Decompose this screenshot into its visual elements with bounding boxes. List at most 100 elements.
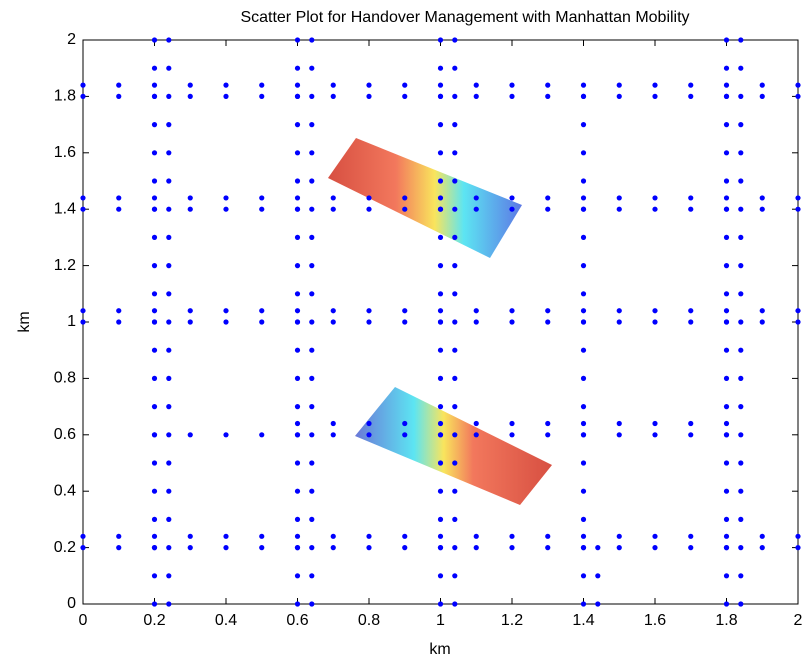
point [294,178,301,184]
point [309,545,315,551]
point [759,195,765,201]
point [116,533,122,539]
point [151,178,158,184]
point [330,319,336,325]
x-tick-label: 0.8 [358,612,380,629]
point [795,195,801,201]
point [738,122,744,128]
point [545,195,551,201]
point [452,460,458,466]
point [166,234,172,240]
point [452,65,458,71]
point [509,533,515,539]
point [309,234,315,240]
point [187,93,193,99]
point [437,291,444,297]
point [473,93,479,99]
point [437,82,444,88]
point [309,263,315,269]
point [723,420,730,427]
point [151,488,158,494]
point [402,533,408,539]
point [309,206,315,212]
point [166,319,172,325]
point [723,319,730,325]
x-tick-label: 1.2 [501,612,523,629]
point [688,93,694,99]
x-tick-label: 1.8 [715,612,737,629]
point [166,404,172,410]
y-tick-label: 1 [67,313,76,330]
point [166,601,172,607]
point [80,93,86,99]
point [738,545,744,551]
point [452,573,458,579]
point [509,432,515,438]
point [366,308,372,314]
point [166,37,172,43]
point [452,347,458,353]
point [294,404,301,410]
point [80,195,86,201]
point [309,601,315,607]
point [366,195,372,201]
point [688,319,694,325]
point [80,308,86,314]
point [723,82,730,88]
point [116,82,122,88]
point [151,573,158,579]
point [437,122,444,128]
y-tick-label: 1.4 [54,200,76,217]
point [580,516,587,523]
point [688,195,694,201]
point [738,37,744,43]
point [723,545,730,551]
point [652,308,658,314]
point [309,404,315,410]
point [294,65,301,71]
point [723,375,730,381]
point [80,545,86,551]
point [437,420,444,427]
point [437,404,444,410]
point [259,82,265,88]
coverage-patch [355,387,552,505]
point [187,206,193,212]
point [437,150,444,156]
point [595,601,601,607]
point [452,601,458,607]
point [309,375,315,381]
point [652,533,658,539]
point [545,432,551,438]
chart-title: Scatter Plot for Handover Management wit… [240,9,689,26]
point [580,420,587,427]
point [366,206,372,212]
point [688,420,694,427]
point [151,432,158,438]
point [652,432,658,438]
x-tick-label: 1 [436,612,445,629]
point [473,420,479,427]
point [580,263,587,269]
point [151,37,158,43]
point [473,206,479,212]
point [738,460,744,466]
point [452,37,458,43]
point [580,234,587,240]
point [473,533,479,539]
point [723,573,730,579]
point [402,420,408,427]
point [437,460,444,466]
point [437,545,444,551]
point [452,206,458,212]
point [151,65,158,71]
point [473,432,479,438]
point [509,308,515,314]
point [473,545,479,551]
point [309,122,315,128]
point [116,308,122,314]
point [452,263,458,269]
point [294,37,301,43]
point [652,319,658,325]
